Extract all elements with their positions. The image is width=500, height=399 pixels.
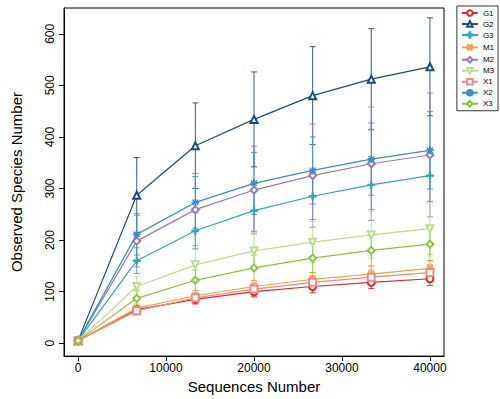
svg-text:X3: X3 xyxy=(483,99,493,108)
svg-text:M3: M3 xyxy=(483,66,495,75)
svg-text:M2: M2 xyxy=(483,55,495,64)
svg-text:G1: G1 xyxy=(483,9,494,18)
svg-text:M1: M1 xyxy=(483,43,495,52)
svg-text:0: 0 xyxy=(75,361,82,375)
svg-text:X1: X1 xyxy=(483,77,493,86)
svg-text:G2: G2 xyxy=(483,20,494,29)
svg-text:10000: 10000 xyxy=(149,361,183,375)
svg-text:200: 200 xyxy=(43,230,57,250)
svg-text:Sequences Number: Sequences Number xyxy=(188,378,321,395)
svg-text:400: 400 xyxy=(43,127,57,147)
svg-text:600: 600 xyxy=(43,23,57,43)
svg-text:X2: X2 xyxy=(483,88,493,97)
svg-text:0: 0 xyxy=(43,340,57,347)
svg-text:30000: 30000 xyxy=(325,361,359,375)
svg-text:20000: 20000 xyxy=(237,361,271,375)
svg-text:Observed Species Number: Observed Species Number xyxy=(8,92,25,272)
svg-text:40000: 40000 xyxy=(413,361,447,375)
svg-text:G3: G3 xyxy=(483,31,494,40)
svg-text:500: 500 xyxy=(43,75,57,95)
svg-text:300: 300 xyxy=(43,178,57,198)
svg-text:100: 100 xyxy=(43,281,57,301)
